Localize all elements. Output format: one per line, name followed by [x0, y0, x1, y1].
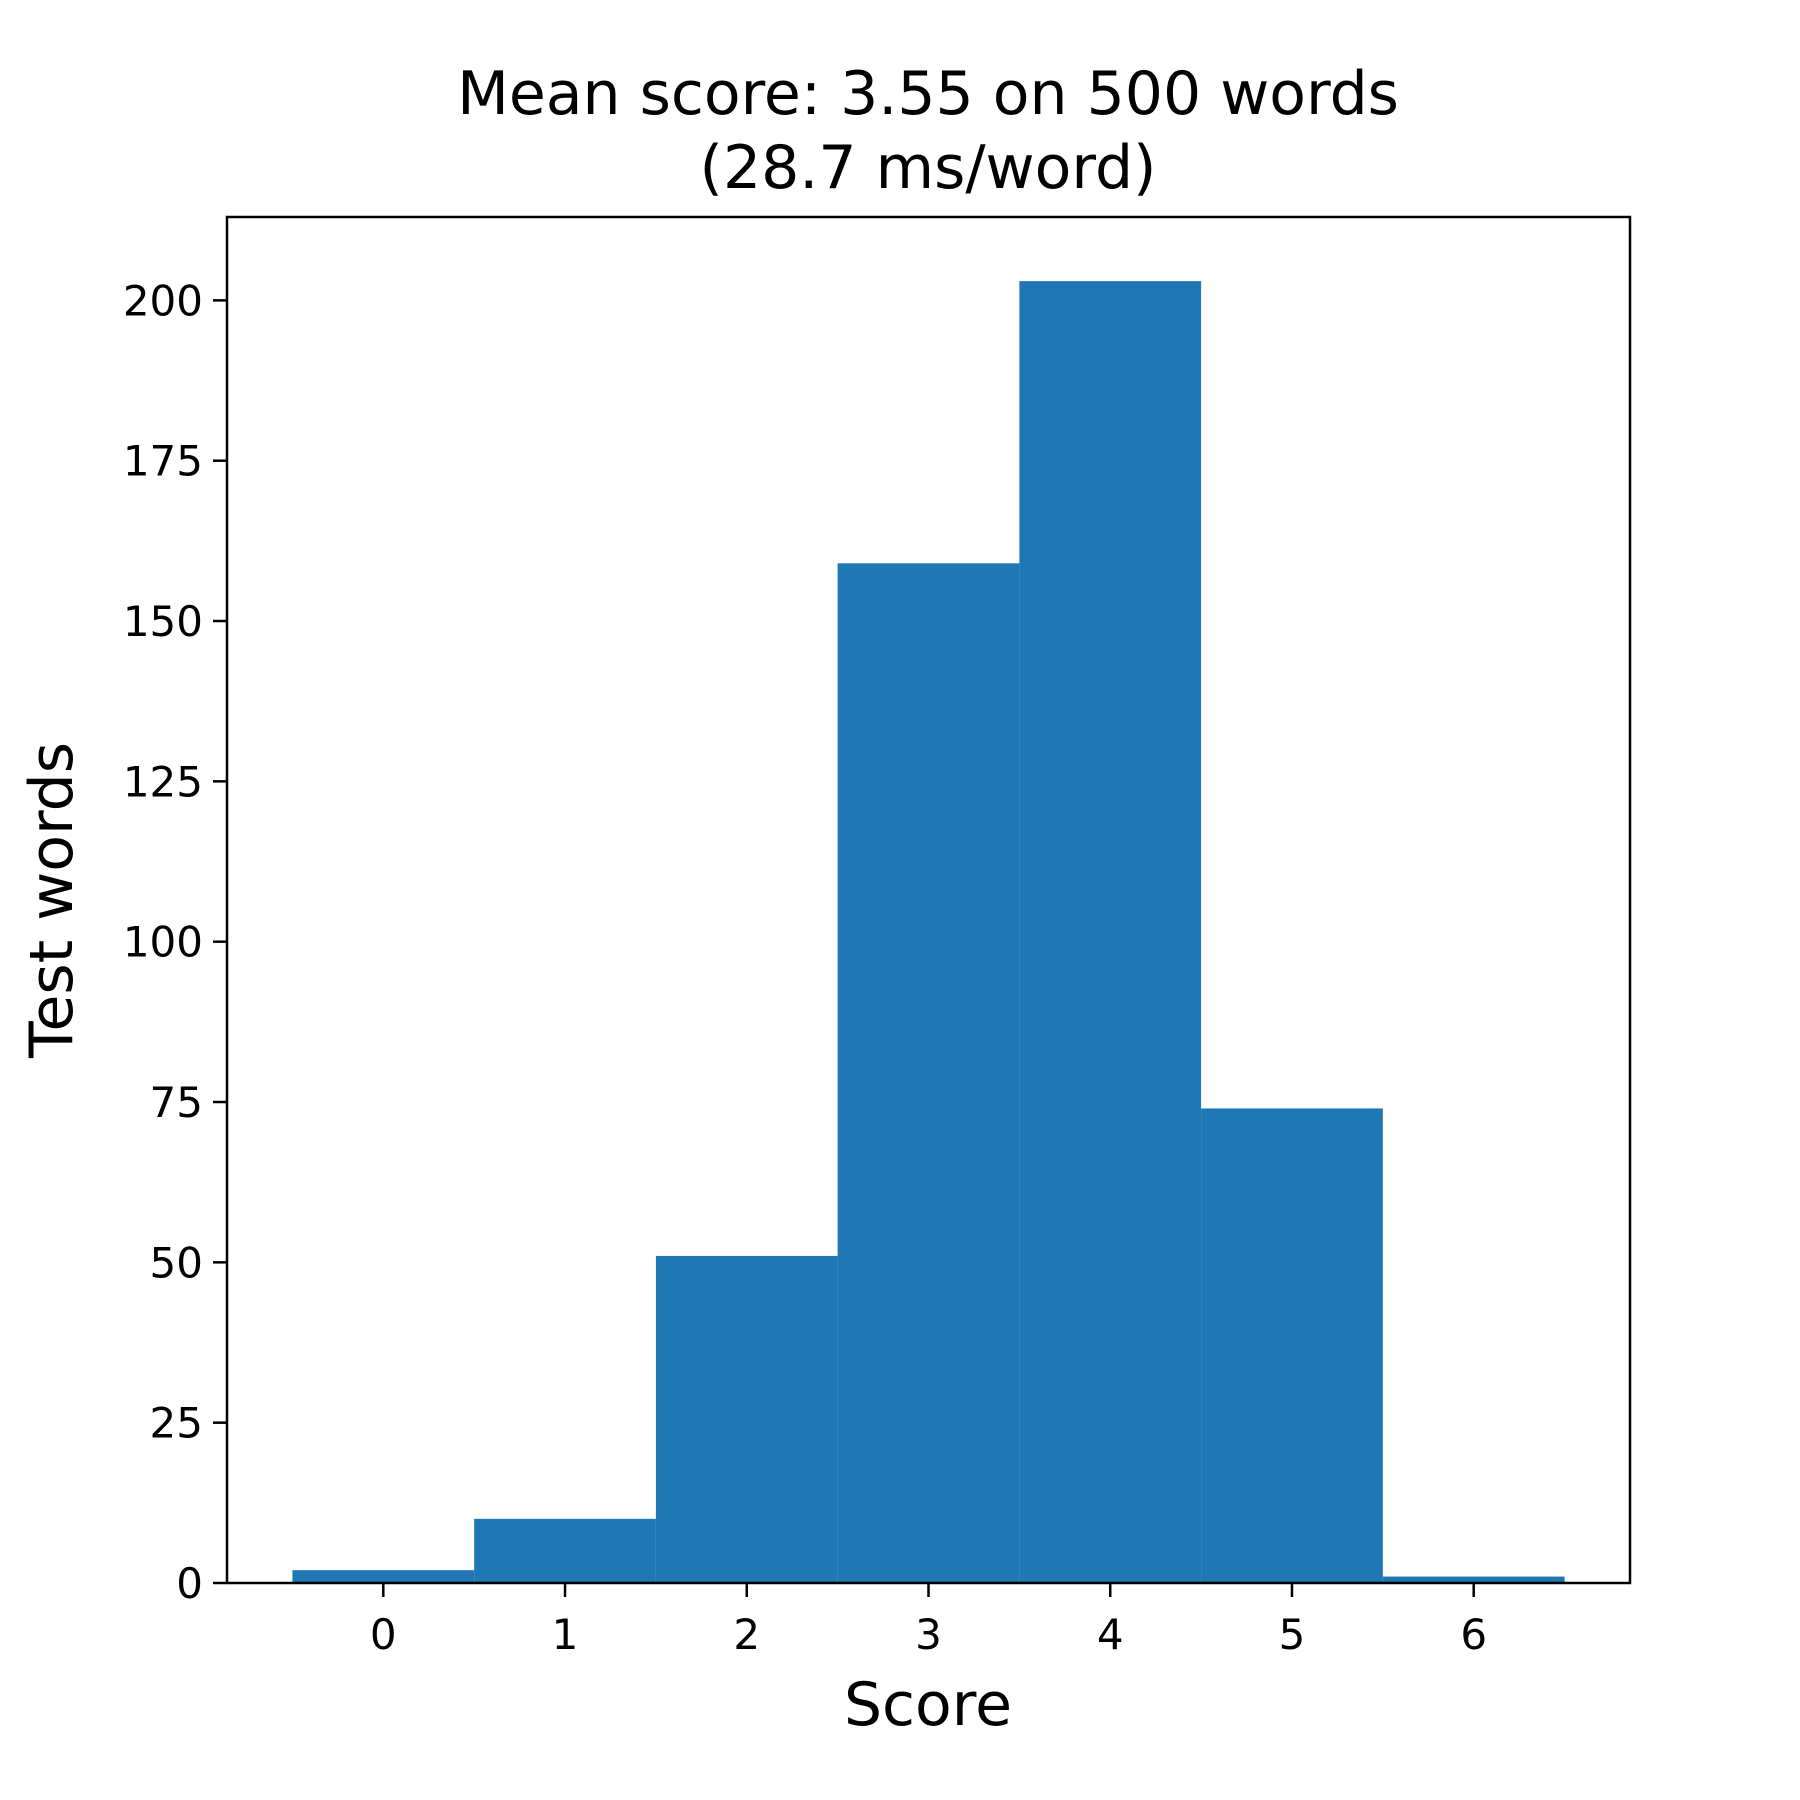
- y-tick-label: 75: [150, 1078, 203, 1127]
- y-tick-label: 175: [123, 437, 203, 486]
- bar-score-5: [1201, 1108, 1383, 1583]
- bar-score-6: [1382, 1576, 1565, 1583]
- bars-group: [292, 281, 1565, 1583]
- x-axis-ticks: 0 1 2 3 4 5 6: [370, 1583, 1487, 1659]
- x-tick-label: 5: [1279, 1610, 1306, 1659]
- y-axis-ticks: 0 25 50 75 100 125 150 175 200: [123, 276, 227, 1608]
- y-tick-label: 200: [123, 276, 203, 325]
- bar-score-1: [474, 1518, 656, 1583]
- bar-score-3: [837, 563, 1020, 1583]
- y-axis-label: Test words: [17, 742, 87, 1059]
- bar-score-0: [292, 1570, 475, 1583]
- x-tick-label: 1: [552, 1610, 579, 1659]
- y-tick-label: 150: [123, 597, 203, 646]
- y-tick-label: 125: [123, 757, 203, 806]
- bar-score-4: [1019, 281, 1202, 1583]
- x-tick-label: 0: [370, 1610, 397, 1659]
- chart-title-line-2: (28.7 ms/word): [700, 133, 1157, 203]
- plot-frame: [225, 215, 1632, 1585]
- x-axis-label: Score: [844, 1670, 1012, 1740]
- y-tick-label: 25: [150, 1399, 203, 1448]
- x-tick-label: 2: [733, 1610, 760, 1659]
- x-tick-label: 6: [1460, 1610, 1487, 1659]
- y-tick-label: 100: [123, 918, 203, 967]
- x-tick-label: 3: [915, 1610, 942, 1659]
- y-tick-label: 50: [150, 1238, 203, 1287]
- bar-score-2: [655, 1255, 838, 1583]
- y-tick-label: 0: [176, 1559, 203, 1608]
- chart-title-line-1: Mean score: 3.55 on 500 words: [457, 59, 1399, 129]
- x-tick-label: 4: [1097, 1610, 1124, 1659]
